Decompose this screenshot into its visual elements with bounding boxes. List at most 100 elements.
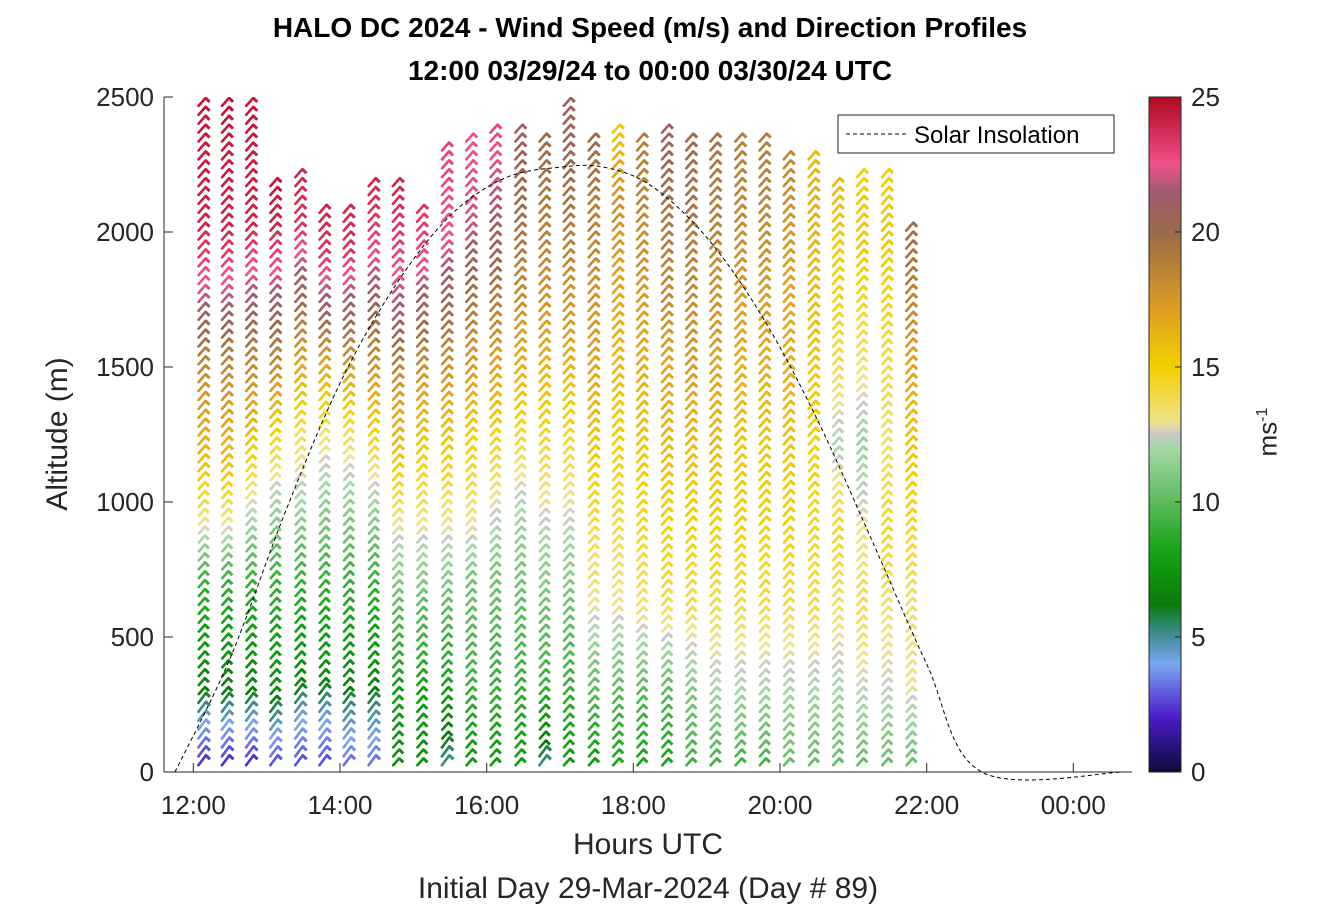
wind-barb-shaft [807,552,817,562]
wind-barb-flag [716,399,723,406]
wind-barb-shaft [685,748,694,758]
wind-barb-shaft [244,301,255,313]
wind-barb-shaft [538,390,548,402]
wind-barb-flag [495,703,502,710]
wind-barb-shaft [342,399,353,411]
wind-barb-flag [324,677,331,684]
wind-barb-shaft [440,435,451,446]
wind-barb-flag [521,364,528,371]
wind-barb-shaft [709,176,719,188]
wind-barb-shaft [904,390,915,402]
wind-barb-shaft [294,185,304,197]
wind-barb-flag [789,748,796,755]
wind-barb-flag [374,355,381,362]
wind-barb-shaft [758,203,768,215]
wind-barb-flag [691,623,698,630]
wind-barb-flag [911,543,918,550]
wind-barb-shaft [635,274,646,286]
wind-barb-shaft [562,346,573,357]
wind-barb-shaft [587,150,597,161]
wind-barb-flag [398,417,405,424]
wind-barb-shaft [635,417,646,428]
y-tick-label: 0 [140,757,154,787]
wind-barb-flag [545,364,552,371]
wind-barb-flag [789,579,796,586]
wind-barb-shaft [342,221,353,232]
wind-barb-shaft [221,605,230,616]
wind-barb-shaft [220,167,231,179]
wind-barb-shaft [734,328,744,339]
wind-barb-shaft [220,221,231,232]
wind-barb-shaft [684,346,695,357]
wind-barb-shaft [807,185,817,197]
wind-barb-shaft [489,159,499,170]
wind-barb-flag [398,534,405,541]
wind-barb-shaft [245,641,254,651]
wind-barb-shaft [416,712,425,723]
wind-barb-shaft [734,587,744,598]
wind-barb-shaft [758,730,768,740]
wind-barb-shaft [391,346,402,357]
wind-barb-flag [495,561,502,568]
wind-barb-flag [204,97,211,104]
wind-barb-shaft [294,650,304,660]
wind-barb-flag [349,605,356,612]
wind-barb-flag [838,302,845,310]
wind-barb-flag [764,623,771,630]
wind-barb-shaft [391,632,401,642]
wind-barb-shaft [416,596,425,607]
wind-barb-shaft [636,596,645,607]
wind-barb-flag [692,301,699,308]
wind-barb-flag [814,435,821,442]
wind-barb-flag [593,721,601,728]
wind-barb-flag [643,186,650,193]
wind-barb-flag [862,507,869,514]
wind-barb-shaft [758,515,768,526]
wind-barb-shaft [441,659,450,669]
wind-barb-flag [398,481,405,488]
wind-barb-flag [764,686,771,693]
wind-barb-shaft [904,265,915,277]
wind-barb-flag [374,417,381,424]
wind-barb-shaft [684,461,695,473]
wind-barb-flag [887,570,894,577]
wind-barb-flag [667,730,674,737]
wind-barb-shaft [538,176,548,188]
wind-barb-shaft [489,632,499,642]
wind-barb-shaft [489,408,499,420]
wind-barb-flag [862,418,869,425]
wind-barb-shaft [293,745,305,758]
wind-barb-shaft [318,436,328,446]
wind-barb-flag [667,579,674,586]
wind-barb-shaft [514,372,524,384]
wind-barb-shaft [269,436,279,446]
wind-barb-flag [251,659,258,666]
wind-barb-flag [252,390,259,398]
wind-profile [538,132,552,767]
wind-barb-shaft [464,176,475,188]
wind-barb-shaft [660,497,671,509]
wind-barb-flag [447,534,454,541]
wind-barb-shaft [611,587,621,598]
wind-barb-shaft [661,632,670,642]
wind-barb-shaft [391,578,401,589]
wind-barb-flag [593,632,601,639]
wind-barb-flag [862,490,869,497]
wind-barb-shaft [685,534,694,544]
wind-barb-shaft [367,310,377,322]
wind-barb-flag [496,266,503,273]
wind-barb-shaft [758,488,768,500]
wind-barb-shaft [611,748,621,758]
wind-barb-flag [741,141,748,148]
wind-barb-shaft [441,676,450,687]
wind-barb-flag [838,516,845,523]
wind-barb-shaft [660,417,671,428]
wind-barb-shaft [514,390,524,402]
wind-barb-shaft [220,346,231,357]
wind-barb-shaft [684,230,695,241]
wind-barb-shaft [294,543,304,553]
wind-barb-flag [740,712,747,719]
wind-barb-shaft [489,274,499,286]
wind-barb-shaft [856,676,865,687]
wind-barb-shaft [758,685,768,696]
